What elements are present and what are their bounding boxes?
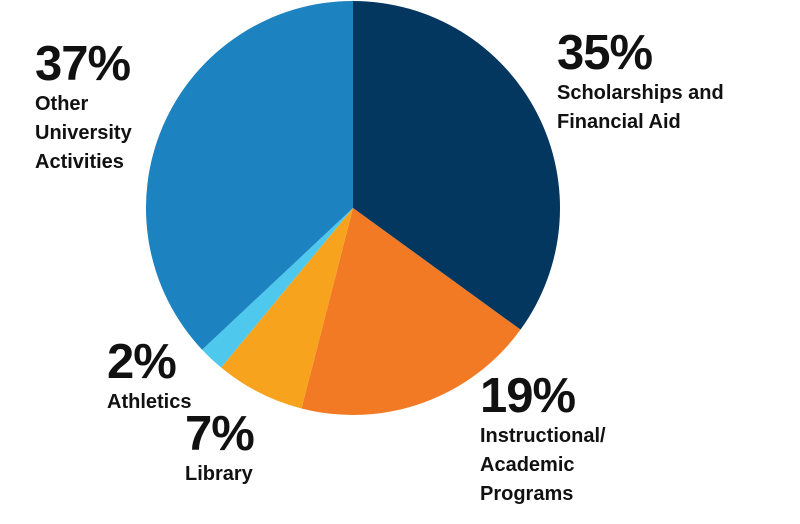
pie-slice-2 — [221, 208, 353, 409]
label-library: 7% Library — [185, 407, 255, 489]
slice-percent: 7% — [185, 407, 255, 461]
pie-slice-3 — [202, 208, 353, 368]
slice-percent: 2% — [107, 335, 177, 389]
slice-category: Other University Activities — [35, 93, 132, 173]
pie-slice-0 — [353, 1, 561, 330]
slice-category: Scholarships and Financial Aid — [557, 82, 724, 133]
slice-percent: 37% — [35, 37, 131, 91]
slice-category: Instructional/ Academic Programs — [480, 425, 606, 505]
label-athletics: 2% Athletics — [107, 336, 191, 417]
label-scholarships-financial-aid: 35% Scholarships and Financial Aid — [557, 27, 724, 137]
label-other-university-activities: 37% Other University Activities — [35, 38, 132, 177]
slice-percent: 19% — [480, 369, 576, 423]
slice-percent: 35% — [557, 26, 653, 80]
label-instructional-academic-programs: 19% Instructional/ Academic Programs — [480, 370, 606, 509]
slice-category: Library — [185, 463, 253, 485]
pie-slice-1 — [301, 208, 521, 416]
slice-category: Athletics — [107, 391, 192, 413]
pie-slice-4 — [145, 1, 353, 350]
